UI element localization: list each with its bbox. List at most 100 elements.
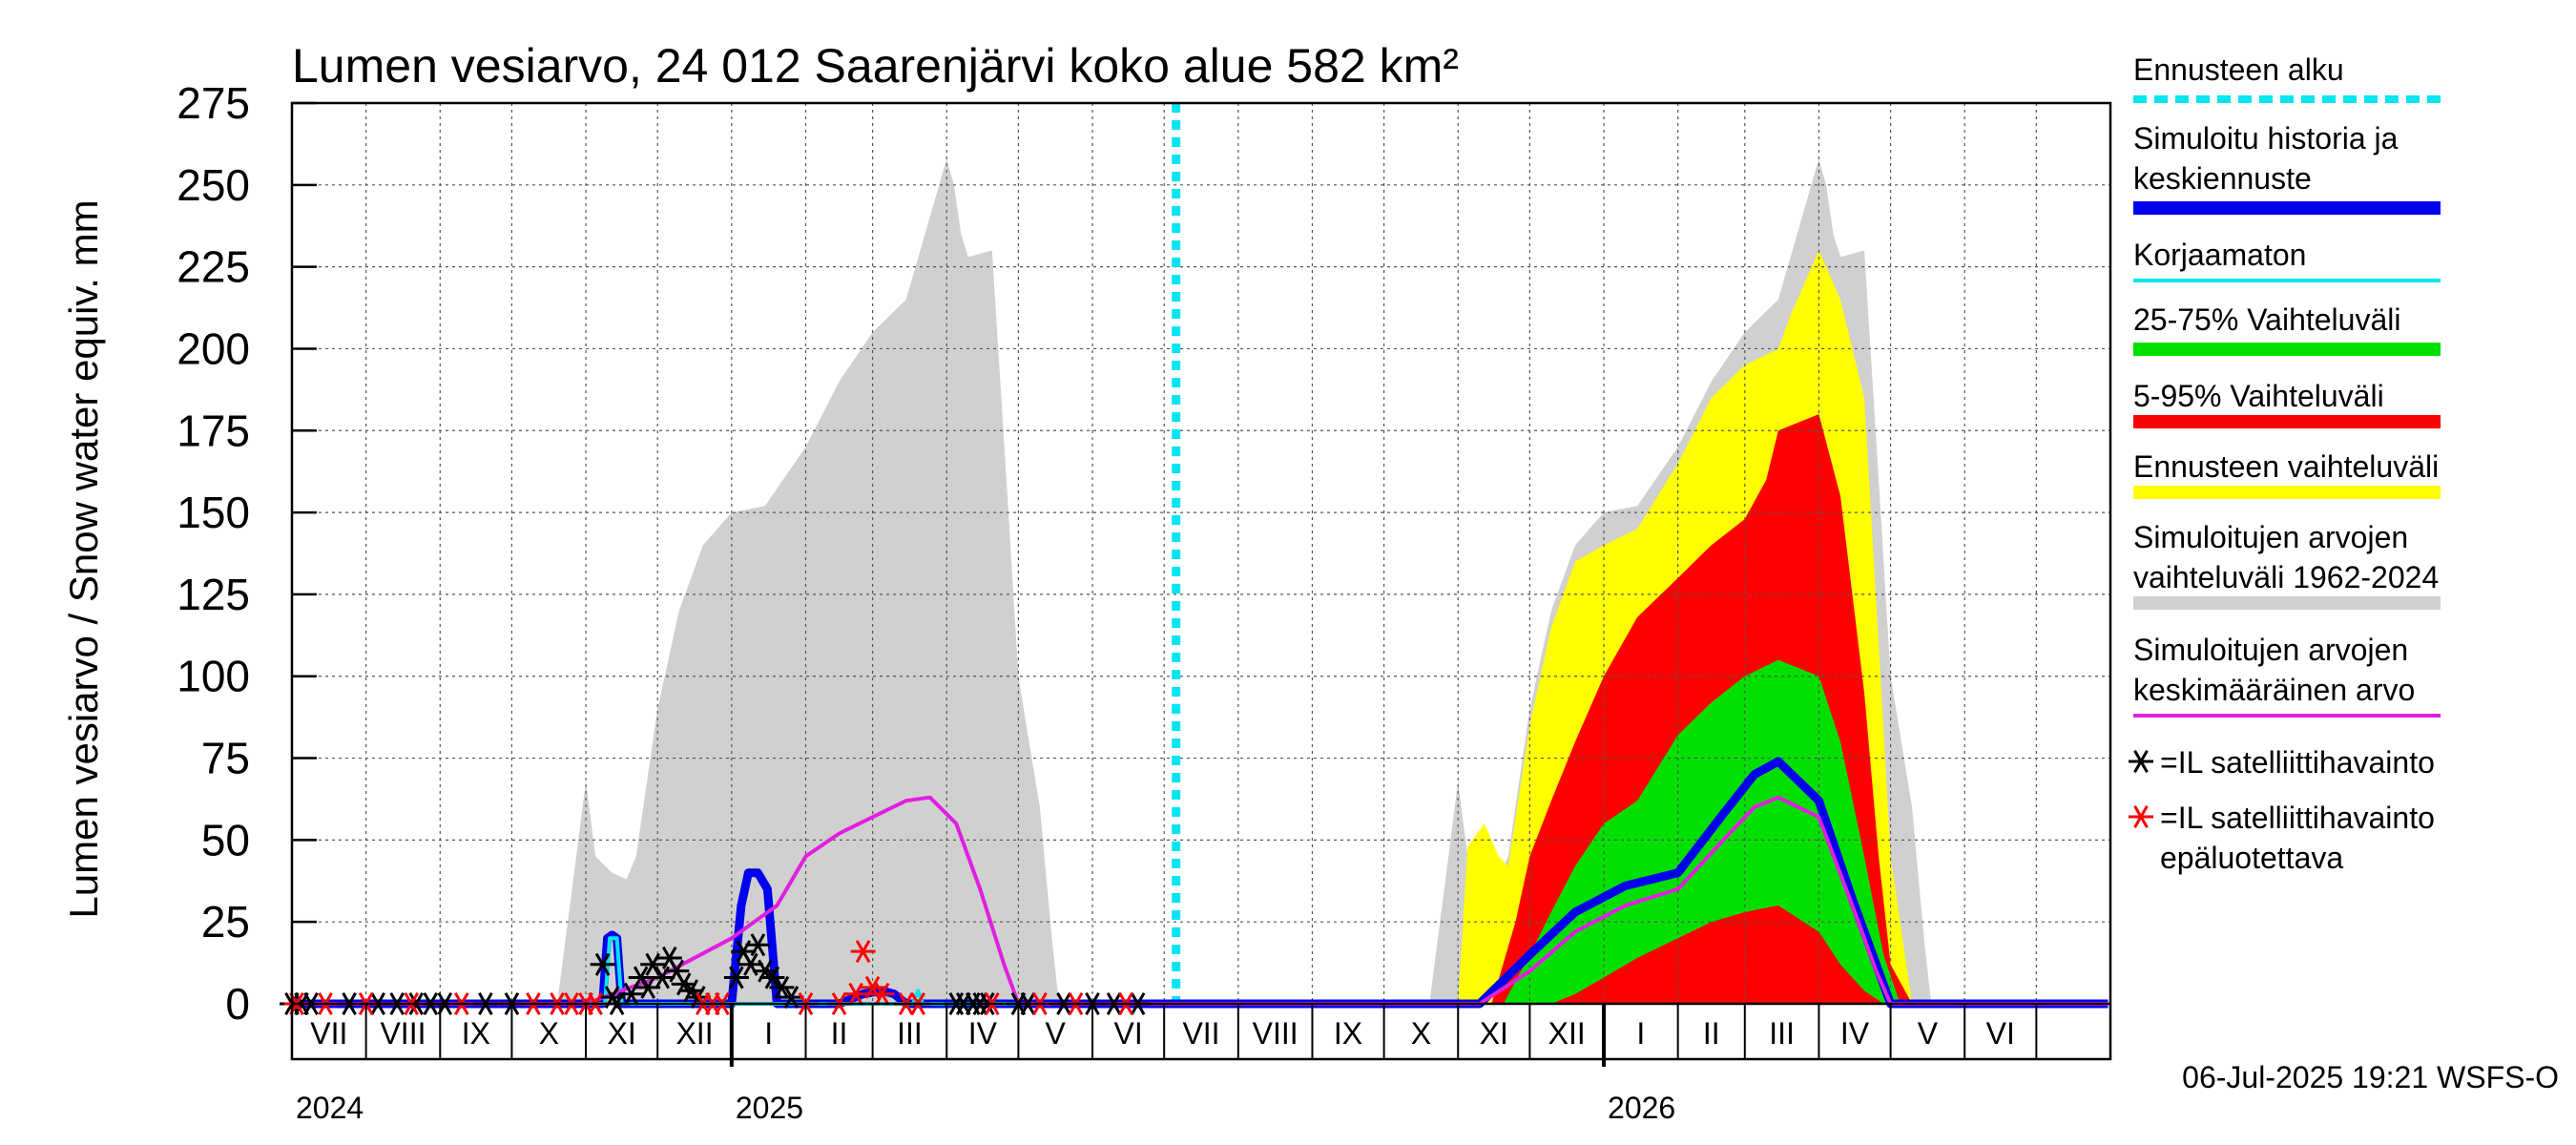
legend-label: Ennusteen alku xyxy=(2133,52,2344,87)
legend-label: keskimääräinen arvo xyxy=(2133,673,2415,707)
legend-star xyxy=(2129,804,2153,829)
y-axis-label: Lumen vesiarvo / Snow water equiv. mm xyxy=(61,199,106,918)
observation-point xyxy=(723,966,749,989)
month-label: V xyxy=(1046,1016,1067,1051)
star-stroke xyxy=(750,933,766,957)
star-stroke xyxy=(743,952,758,976)
month-label: VI xyxy=(1113,1016,1142,1051)
legend-item: =IL satelliittihavainto epäluotettava xyxy=(2129,801,2435,875)
y-tick-label: 150 xyxy=(177,488,250,537)
y-tick-label: 275 xyxy=(177,78,250,128)
month-label: III xyxy=(897,1016,923,1051)
month-label: XI xyxy=(608,1016,636,1051)
month-label: III xyxy=(1769,1016,1795,1051)
y-tick-label: 200 xyxy=(177,323,250,373)
legend-item: 5-95% Vaihteluväli xyxy=(2133,379,2441,428)
month-label: VIII xyxy=(1253,1016,1298,1051)
y-tick-label: 100 xyxy=(177,652,250,701)
legend-item: Simuloitujen arvojen keskimääräinen arvo xyxy=(2133,633,2441,718)
legend-label: =IL satelliittihavainto xyxy=(2160,801,2435,835)
month-label: II xyxy=(1703,1016,1720,1051)
legend-label: Ennusteen vaihteluväli xyxy=(2133,449,2439,484)
chart-title: Lumen vesiarvo, 24 012 Saarenjärvi koko … xyxy=(292,39,1459,93)
month-label: X xyxy=(1411,1016,1431,1051)
legend-label: 5-95% Vaihteluväli xyxy=(2133,379,2384,413)
observation-point xyxy=(759,966,785,989)
star-stroke xyxy=(2133,749,2149,774)
y-tick-label: 25 xyxy=(201,897,250,947)
month-label: XII xyxy=(675,1016,713,1051)
observation-point xyxy=(745,933,771,957)
legend-item: 25-75% Vaihteluväli xyxy=(2133,302,2441,356)
month-label: IX xyxy=(1334,1016,1362,1051)
legend-item: Simuloitu historia ja keskiennuste xyxy=(2133,121,2441,215)
observation-point xyxy=(843,982,869,1006)
legend: Ennusteen alku Simuloitu historia ja keski… xyxy=(2129,52,2441,875)
legend-label: vaihteluväli 1962-2024 xyxy=(2133,560,2439,594)
month-label: IX xyxy=(462,1016,490,1051)
area-layer xyxy=(557,158,1932,1005)
star-stroke xyxy=(774,975,790,999)
star-stroke xyxy=(729,966,744,989)
star-stroke xyxy=(855,940,871,964)
y-tick-label: 0 xyxy=(225,979,250,1029)
legend-label: Simuloitujen arvojen xyxy=(2133,520,2408,554)
y-tick-label: 50 xyxy=(201,815,250,864)
star-stroke xyxy=(874,982,890,1006)
y-tick-label: 250 xyxy=(177,160,250,210)
observation-point xyxy=(640,952,666,976)
month-label: VII xyxy=(310,1016,347,1051)
legend-star xyxy=(2129,749,2153,774)
month-label: XI xyxy=(1480,1016,1508,1051)
star-stroke xyxy=(864,975,881,999)
legend-item: Ennusteen alku xyxy=(2133,52,2441,103)
star-stroke xyxy=(661,946,677,969)
observation-point xyxy=(869,982,895,1006)
month-label: VII xyxy=(1182,1016,1219,1051)
star-stroke xyxy=(848,982,863,1006)
y-tick-label: 175 xyxy=(177,406,250,455)
month-label: IV xyxy=(968,1016,998,1051)
month-label: X xyxy=(539,1016,559,1051)
star-stroke xyxy=(594,952,611,976)
legend-label: Korjaamaton xyxy=(2133,238,2306,272)
star-stroke xyxy=(764,966,780,989)
observation-point xyxy=(850,940,876,964)
month-label: XII xyxy=(1548,1016,1586,1051)
observation-point xyxy=(590,952,615,976)
year-label: 2026 xyxy=(1608,1091,1675,1125)
legend-label: =IL satelliittihavainto xyxy=(2160,745,2435,780)
legend-item: =IL satelliittihavainto xyxy=(2129,745,2435,780)
legend-label: keskiennuste xyxy=(2133,161,2312,196)
legend-label: 25-75% Vaihteluväli xyxy=(2133,302,2400,337)
legend-label: epäluotettava xyxy=(2160,841,2343,875)
month-label: IV xyxy=(1840,1016,1870,1051)
y-tick-label: 75 xyxy=(201,734,250,783)
legend-item: Ennusteen vaihteluväli xyxy=(2133,449,2441,499)
month-label: I xyxy=(1636,1016,1645,1051)
y-tick-label: 125 xyxy=(177,570,250,619)
month-label: V xyxy=(1918,1016,1939,1051)
plot-frame xyxy=(290,101,2112,1061)
year-label: 2025 xyxy=(736,1091,803,1125)
observation-point xyxy=(769,975,795,999)
footer-timestamp: 06-Jul-2025 19:21 WSFS-O xyxy=(2182,1060,2559,1094)
legend-item: Simuloitujen arvojen vaihteluväli 1962-20… xyxy=(2133,520,2441,610)
month-label: I xyxy=(764,1016,773,1051)
legend-item: Korjaamaton xyxy=(2133,238,2441,282)
year-label: 2024 xyxy=(296,1091,364,1125)
star-stroke xyxy=(669,959,685,983)
legend-label: Simuloitujen arvojen xyxy=(2133,633,2408,667)
star-stroke xyxy=(640,975,655,999)
month-label: II xyxy=(831,1016,848,1051)
star-stroke xyxy=(2133,804,2149,829)
legend-label: Simuloitu historia ja xyxy=(2133,121,2399,156)
month-label: VIII xyxy=(380,1016,426,1051)
grid-layer xyxy=(292,102,2110,1004)
y-tick-label: 225 xyxy=(177,242,250,292)
month-label: VI xyxy=(1986,1016,2015,1051)
star-stroke xyxy=(645,952,660,976)
